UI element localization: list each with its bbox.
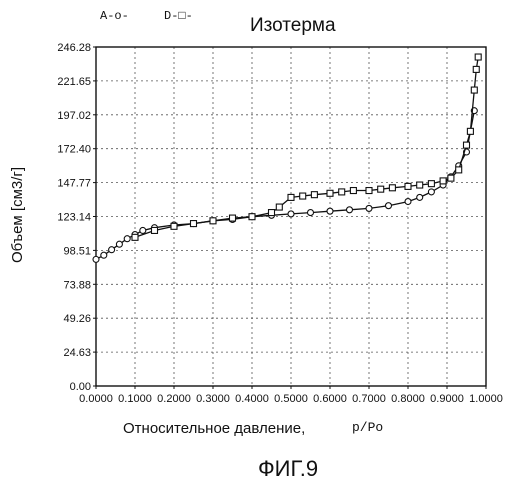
data-point-d <box>405 183 411 189</box>
data-point-a <box>109 247 115 253</box>
data-point-a <box>417 194 423 200</box>
data-point-d <box>448 175 454 181</box>
legend: A-o- D-□- <box>100 9 193 23</box>
x-tick-label: 0.0000 <box>79 393 113 405</box>
data-point-d <box>428 181 434 187</box>
y-tick-label: 24.63 <box>63 347 91 359</box>
data-point-a <box>93 256 99 262</box>
x-axis-label: Относительное давление, <box>123 420 305 437</box>
data-point-d <box>152 227 158 233</box>
data-point-d <box>417 182 423 188</box>
data-point-d <box>249 214 255 220</box>
y-tick-label: 73.88 <box>63 279 91 291</box>
y-tick-label: 221.65 <box>57 76 91 88</box>
data-point-d <box>327 190 333 196</box>
data-point-d <box>378 186 384 192</box>
series-line-d <box>135 57 478 237</box>
y-tick-label: 49.26 <box>63 313 91 325</box>
data-point-a <box>366 205 372 211</box>
data-point-d <box>366 188 372 194</box>
x-tick-label: 0.8000 <box>391 393 425 405</box>
legend-series-d: D-□- <box>164 9 193 23</box>
data-point-a <box>124 236 130 242</box>
data-point-a <box>327 208 333 214</box>
series-layer <box>93 54 481 262</box>
data-point-a <box>101 252 107 258</box>
data-point-d <box>288 194 294 200</box>
x-tick-label: 0.2000 <box>157 393 191 405</box>
x-tick-label: 0.9000 <box>430 393 464 405</box>
x-tick-label: 0.5000 <box>274 393 308 405</box>
data-point-a <box>140 227 146 233</box>
legend-series-a: A-o- <box>100 9 129 23</box>
data-point-a <box>116 241 122 247</box>
figure-caption: ФИГ.9 <box>258 456 318 481</box>
data-point-d <box>210 218 216 224</box>
x-tick-labels: 0.0000 0.1000 0.2000 0.3000 0.4000 0.5000 0.60… <box>79 386 503 405</box>
data-point-d <box>191 221 197 227</box>
data-point-d <box>471 87 477 93</box>
data-point-d <box>269 210 275 216</box>
data-point-d <box>132 234 138 240</box>
x-tick-label: 0.6000 <box>313 393 347 405</box>
x-tick-label: 1.0000 <box>469 393 503 405</box>
data-point-d <box>350 188 356 194</box>
data-point-d <box>464 142 470 148</box>
data-point-a <box>428 189 434 195</box>
y-tick-label: 123.14 <box>57 212 91 224</box>
y-tick-label: 147.77 <box>57 178 91 190</box>
data-point-d <box>311 192 317 198</box>
data-point-d <box>473 66 479 72</box>
y-tick-label: 0.00 <box>70 381 91 393</box>
data-point-d <box>300 193 306 199</box>
y-axis-label: Объем [см3/г] <box>9 167 26 263</box>
data-point-a <box>405 199 411 205</box>
data-point-d <box>467 128 473 134</box>
x-tick-label: 0.3000 <box>196 393 230 405</box>
data-point-d <box>276 204 282 210</box>
x-tick-label: 0.1000 <box>118 393 152 405</box>
data-point-a <box>288 211 294 217</box>
x-tick-label: 0.7000 <box>352 393 386 405</box>
x-tick-label: 0.4000 <box>235 393 269 405</box>
data-point-d <box>339 189 345 195</box>
y-tick-label: 98.51 <box>63 245 91 257</box>
y-tick-label: 172.40 <box>57 144 91 156</box>
y-tick-label: 197.02 <box>57 110 91 122</box>
data-point-a <box>347 207 353 213</box>
y-tick-label: 246.28 <box>57 42 91 54</box>
x-axis-label-unit: p/Po <box>352 420 383 435</box>
data-point-a <box>386 203 392 209</box>
data-point-d <box>389 185 395 191</box>
chart-title: Изотерма <box>250 15 336 36</box>
data-point-d <box>475 54 481 60</box>
data-point-d <box>440 178 446 184</box>
data-point-d <box>230 215 236 221</box>
data-point-d <box>171 223 177 229</box>
data-point-a <box>308 210 314 216</box>
data-point-d <box>456 167 462 173</box>
y-tick-labels: 0.00 24.63 49.26 73.88 98.51 123.14 147.77 172.… <box>57 42 96 393</box>
